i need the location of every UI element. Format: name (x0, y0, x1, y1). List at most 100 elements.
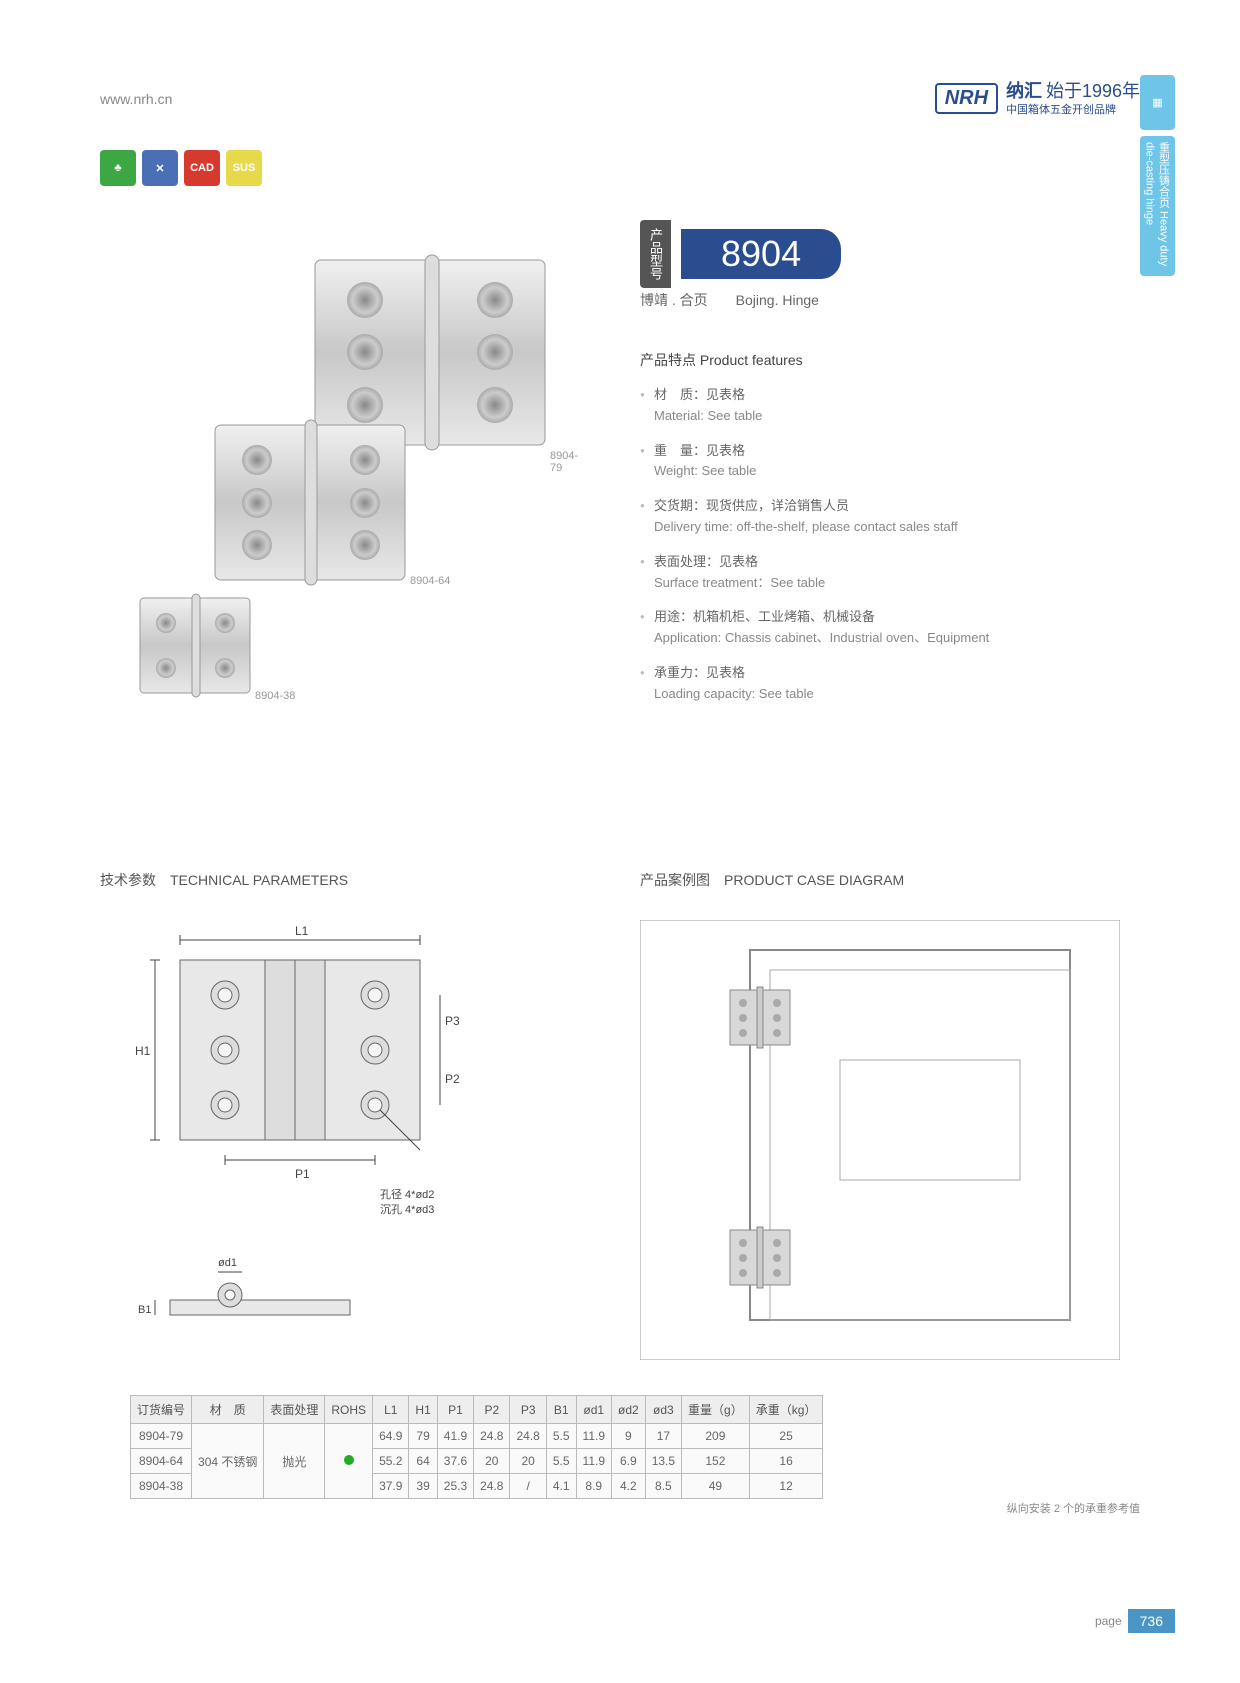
table-cell: 抛光 (264, 1424, 325, 1499)
model-label: 产品型号 (640, 220, 671, 288)
table-header: L1 (373, 1396, 409, 1424)
table-cell: 8.9 (576, 1474, 611, 1499)
side-tab-category: 重型压铸合页 Heavy duty die-casting hinge (1140, 136, 1175, 276)
feature-item: 交货期：现货供应，详洽销售人员Delivery time: off-the-sh… (640, 496, 1120, 538)
table-header: P2 (474, 1396, 510, 1424)
table-cell: 64 (409, 1449, 437, 1474)
icon-badges-row: ♣✕CADSUS (100, 150, 262, 186)
table-header: ød2 (612, 1396, 646, 1424)
table-cell: 304 不锈钢 (192, 1424, 264, 1499)
feature-item: 承重力：见表格Loading capacity: See table (640, 663, 1120, 705)
model-subtitle: 博靖 . 合页 Bojing. Hinge (640, 290, 819, 310)
icon-badge: SUS (226, 150, 262, 186)
side-tabs: ▦ 重型压铸合页 Heavy duty die-casting hinge (1140, 75, 1175, 282)
table-cell: 9 (612, 1424, 646, 1449)
table-cell: 24.8 (474, 1474, 510, 1499)
hinge-label-64: 8904-64 (410, 575, 450, 587)
table-cell: 24.8 (474, 1424, 510, 1449)
table-cell: 49 (682, 1474, 750, 1499)
case-title: 产品案例图 PRODUCT CASE DIAGRAM (640, 870, 904, 890)
table-cell: / (510, 1474, 546, 1499)
feature-item: 用途：机箱机柜、工业烤箱、机械设备Application: Chassis ca… (640, 607, 1120, 649)
table-cell: 25.3 (437, 1474, 473, 1499)
table-cell: 24.8 (510, 1424, 546, 1449)
icon-badge: CAD (184, 150, 220, 186)
table-cell: 8904-38 (131, 1474, 192, 1499)
table-header: ROHS (325, 1396, 373, 1424)
table-header: 承重（kg） (749, 1396, 823, 1424)
page-num-value: 736 (1128, 1609, 1175, 1633)
table-cell: 55.2 (373, 1449, 409, 1474)
svg-text:L1: L1 (295, 924, 309, 938)
svg-text:ød1: ød1 (218, 1257, 237, 1269)
feature-item: 表面处理：见表格Surface treatment：See table (640, 552, 1120, 594)
table-cell: 152 (682, 1449, 750, 1474)
table-cell: 64.9 (373, 1424, 409, 1449)
table-header: 重量（g） (682, 1396, 750, 1424)
tech-title: 技术参数 TECHNICAL PARAMETERS (100, 870, 348, 890)
feature-item: 材 质：见表格Material: See table (640, 385, 1120, 427)
table-cell: 8904-79 (131, 1424, 192, 1449)
url: www.nrh.cn (100, 91, 172, 107)
table-cell: 79 (409, 1424, 437, 1449)
brand-logo: NRH (935, 83, 998, 114)
table-note: 纵向安装 2 个的承重参考值 (1007, 1500, 1140, 1516)
svg-text:B1: B1 (138, 1304, 151, 1316)
table-header: B1 (546, 1396, 576, 1424)
model-number: 8904 (681, 229, 841, 279)
table-header: P1 (437, 1396, 473, 1424)
table-cell: 16 (749, 1449, 823, 1474)
table-header: ød1 (576, 1396, 611, 1424)
table-cell: 209 (682, 1424, 750, 1449)
table-cell: 20 (474, 1449, 510, 1474)
page-label: page (1095, 1614, 1122, 1628)
icon-badge: ✕ (142, 150, 178, 186)
brand-year: 始于1996年 (1046, 81, 1140, 101)
svg-text:H1: H1 (135, 1044, 151, 1058)
brand-block: NRH 纳汇 始于1996年 中国箱体五金开创品牌 (935, 80, 1140, 118)
table-cell: 25 (749, 1424, 823, 1449)
table-header: P3 (510, 1396, 546, 1424)
table-cell: 37.9 (373, 1474, 409, 1499)
table-header: H1 (409, 1396, 437, 1424)
hinge-label-79: 8904-79 (550, 450, 578, 474)
model-box: 产品型号 8904 (640, 220, 841, 288)
page-number: page 736 (1095, 1609, 1175, 1633)
table-cell: 12 (749, 1474, 823, 1499)
hinge-images: 8904-79 8904-64 8904-38 (120, 250, 560, 700)
icon-badge: ♣ (100, 150, 136, 186)
table-cell (325, 1424, 373, 1499)
table-cell: 8.5 (645, 1474, 681, 1499)
svg-text:P1: P1 (295, 1167, 310, 1181)
svg-text:P2: P2 (445, 1072, 460, 1086)
table-cell: 20 (510, 1449, 546, 1474)
table-cell: 11.9 (576, 1424, 611, 1449)
table-cell: 4.1 (546, 1474, 576, 1499)
table-cell: 4.2 (612, 1474, 646, 1499)
table-cell: 8904-64 (131, 1449, 192, 1474)
table-cell: 37.6 (437, 1449, 473, 1474)
table-cell: 17 (645, 1424, 681, 1449)
table-cell: 39 (409, 1474, 437, 1499)
svg-text:孔径 4*ød2: 孔径 4*ød2 (380, 1188, 434, 1201)
table-cell: 6.9 (612, 1449, 646, 1474)
table-cell: 11.9 (576, 1449, 611, 1474)
features-block: 产品特点 Product features 材 质：见表格Material: S… (640, 350, 1120, 719)
table-header: 订货编号 (131, 1396, 192, 1424)
brand-cn: 纳汇 (1006, 81, 1042, 101)
side-tab-icon: ▦ (1140, 75, 1175, 130)
table-header: 表面处理 (264, 1396, 325, 1424)
feature-item: 重 量：见表格Weight: See table (640, 441, 1120, 483)
features-title: 产品特点 Product features (640, 350, 1120, 370)
table-cell: 5.5 (546, 1424, 576, 1449)
spec-table: 订货编号材 质表面处理ROHSL1H1P1P2P3B1ød1ød2ød3重量（g… (130, 1395, 823, 1499)
brand-sub: 中国箱体五金开创品牌 (1006, 103, 1140, 117)
table-header: ød3 (645, 1396, 681, 1424)
hinge-label-38: 8904-38 (255, 690, 295, 702)
case-diagram (640, 920, 1120, 1365)
svg-text:沉孔 4*ød3: 沉孔 4*ød3 (380, 1203, 434, 1216)
table-cell: 41.9 (437, 1424, 473, 1449)
svg-text:P3: P3 (445, 1014, 460, 1028)
tech-diagram: L1 H1 P1 P3 P2 孔径 4*ød2 沉孔 4*ød3 ød1 B1 (120, 920, 500, 1375)
table-header: 材 质 (192, 1396, 264, 1424)
